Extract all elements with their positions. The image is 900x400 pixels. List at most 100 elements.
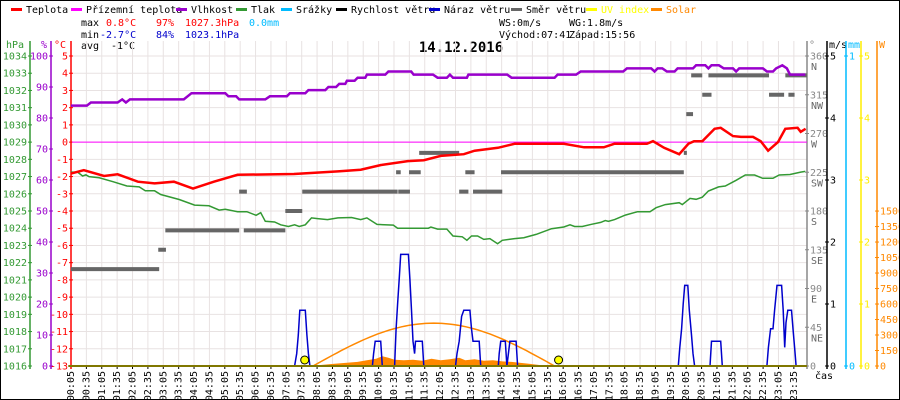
direction-compass-label: E (811, 295, 817, 306)
uv-tick-label: 2 (864, 238, 870, 249)
legend-swatch-3 (236, 8, 247, 11)
uv-tick-label: 0 (864, 362, 870, 373)
direction-compass-label: SW (811, 178, 824, 189)
stats-sunrise: Východ:07:41 (499, 29, 571, 41)
x-tick-label: 08:35 (327, 371, 338, 400)
stats-max-press: 1027.3hPa (185, 18, 239, 29)
pressure-tick-label: 1023 (3, 241, 27, 252)
solar-tick-label: 750 (880, 284, 898, 295)
direction-tick-label: 45 (810, 323, 822, 334)
x-tick-label: 04:05 (189, 371, 200, 400)
humidity-tick-label: 80 (36, 114, 48, 125)
x-tick-label: 12:05 (435, 371, 446, 400)
temperature-tick-label: -1 (56, 155, 68, 166)
solar-tick-label: 1200 (880, 238, 900, 249)
humidity-tick-label: 50 (36, 207, 48, 218)
legend-label: Vlhkost (191, 5, 233, 16)
wind-direction-bar (465, 170, 475, 175)
sunset-marker-icon (554, 355, 564, 365)
humidity-tick-label: 20 (36, 300, 48, 311)
legend: Teplota Přízemní teplota Vlhkost Tlak Srážky… (11, 4, 696, 16)
wind-direction-bar (419, 150, 460, 155)
direction-tick-label: 180 (810, 207, 828, 218)
uv-tick-label: 1 (864, 300, 870, 311)
pressure-tick-label: 1028 (3, 155, 27, 166)
direction-axis-unit: ° (809, 40, 815, 51)
x-tick-label: 05:35 (235, 371, 246, 400)
wind-direction-bar (683, 150, 687, 155)
x-tick-label: 20:35 (697, 371, 708, 400)
chart-title: 14.12.2016 (419, 40, 503, 56)
wind-direction-bar (473, 189, 503, 194)
x-tick-label: 00:35 (81, 371, 92, 400)
pressure-tick-label: 1034 (3, 52, 27, 63)
pressure-tick-label: 1018 (3, 327, 27, 338)
pressure-tick-label: 1024 (3, 224, 27, 235)
direction-tick-label: 225 (810, 168, 828, 179)
pressure-tick-label: 1019 (3, 310, 27, 321)
x-tick-label: 15:05 (527, 371, 538, 400)
x-tick-label: 14:05 (497, 371, 508, 400)
legend-swatch-8 (586, 8, 597, 11)
legend-label: Srážky (296, 4, 332, 16)
solar-tick-label: 300 (880, 331, 898, 342)
x-tick-label: 03:35 (174, 371, 185, 400)
temperature-tick-label: -11 (50, 327, 68, 338)
wind-tick-label: 2 (830, 238, 836, 249)
wind-tick-label: 5 (830, 52, 836, 63)
x-tick-label: 23:35 (789, 371, 800, 400)
x-tick-label: 00:05 (66, 371, 77, 400)
wind-direction-bar (239, 189, 247, 194)
wind-direction-bar (788, 92, 795, 97)
x-tick-label: 21:05 (712, 371, 723, 400)
pressure-tick-label: 1016 (3, 362, 27, 373)
temperature-tick-label: 3 (62, 86, 68, 97)
sunrise-marker-icon (300, 355, 310, 365)
wind-direction-bar (165, 228, 240, 233)
temperature-tick-label: -7 (56, 258, 68, 269)
temperature-axis-unit: °C (54, 40, 66, 51)
wind-direction-bar (396, 170, 401, 175)
solar-area (311, 356, 552, 366)
chart-marks (68, 63, 807, 367)
legend-label: Přízemní teplota (86, 4, 182, 16)
axes: 00:05 00:35 01:05 01:35 02:05 02:35 03:05 03:35… (3, 40, 900, 400)
x-tick-label: 17:35 (604, 371, 615, 400)
x-tick-label: 11:05 (404, 371, 415, 400)
stats-max-rain: 0.0mm (249, 18, 279, 29)
x-tick-label: 13:35 (481, 371, 492, 400)
x-tick-label: 10:35 (389, 371, 400, 400)
wind-direction-bar (769, 92, 785, 97)
solar-tick-label: 600 (880, 300, 898, 311)
x-tick-label: 07:35 (297, 371, 308, 400)
wind-tick-label: 4 (830, 114, 836, 125)
solar-tick-label: 0 (880, 362, 886, 373)
legend-swatch-1 (71, 8, 82, 11)
humidity-tick-label: 30 (36, 269, 48, 280)
legend-swatch-2 (176, 8, 187, 11)
humidity-tick-label: 100 (30, 52, 48, 63)
temperature-tick-label: 4 (62, 69, 68, 80)
temperature-tick-label: -6 (56, 241, 68, 252)
temperature-tick-label: 2 (62, 103, 68, 114)
pressure-tick-label: 1021 (3, 275, 27, 286)
x-tick-label: 03:05 (158, 371, 169, 400)
direction-tick-label: 360 (810, 52, 828, 63)
x-tick-label: 09:35 (358, 371, 369, 400)
solar-tick-label: 900 (880, 269, 898, 280)
direction-tick-label: 135 (810, 245, 828, 256)
wind-gust-line (68, 253, 807, 367)
pressure-tick-label: 1027 (3, 172, 27, 183)
temperature-tick-label: -5 (56, 224, 68, 235)
wind-direction-bar (243, 228, 286, 233)
temperature-tick-label: -8 (56, 275, 68, 286)
x-tick-label: 16:05 (558, 371, 569, 400)
wind-direction-bar (70, 267, 160, 272)
solar-tick-label: 450 (880, 315, 898, 326)
legend-label: Náraz větru (444, 4, 510, 16)
pressure-tick-label: 1020 (3, 293, 27, 304)
pressure-tick-label: 1033 (3, 69, 27, 80)
x-tick-label: 20:05 (681, 371, 692, 400)
direction-compass-label: NE (811, 333, 823, 344)
stats-max-label: max (81, 18, 99, 29)
